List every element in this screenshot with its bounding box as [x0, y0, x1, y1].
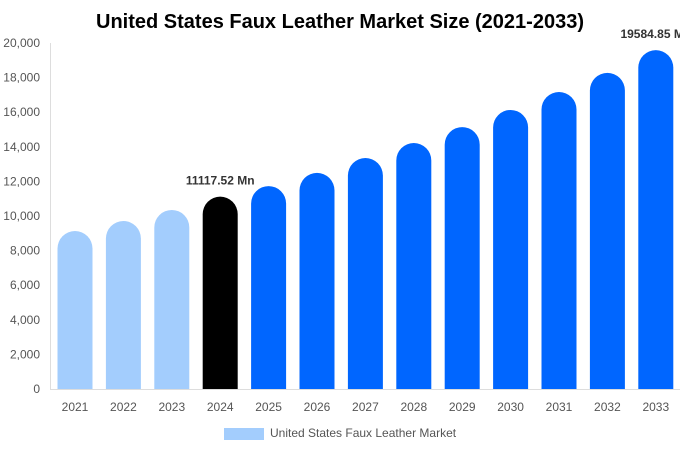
- y-tick-label: 18,000: [3, 71, 40, 85]
- x-tick-label: 2029: [449, 400, 476, 414]
- x-tick-label: 2022: [110, 400, 137, 414]
- chart-title: United States Faux Leather Market Size (…: [96, 11, 584, 33]
- y-tick-label: 2,000: [10, 347, 40, 361]
- x-tick-label: 2021: [62, 400, 89, 414]
- y-tick-label: 8,000: [10, 244, 40, 258]
- data-label: 11117.52 Mn: [186, 174, 255, 188]
- bar-2030[interactable]: [493, 109, 529, 390]
- bar-2025[interactable]: [251, 186, 287, 389]
- x-tick-label: 2033: [642, 400, 669, 414]
- bar-2026[interactable]: [299, 172, 335, 389]
- y-tick-label: 16,000: [3, 105, 40, 119]
- x-tick-label: 2023: [158, 400, 185, 414]
- x-tick-label: 2032: [594, 400, 621, 414]
- bar-2027[interactable]: [347, 158, 383, 389]
- bar-2023[interactable]: [154, 209, 190, 389]
- bar-2032[interactable]: [589, 72, 625, 389]
- legend-swatch[interactable]: [224, 428, 264, 440]
- x-tick-label: 2030: [497, 400, 524, 414]
- y-tick-label: 10,000: [3, 209, 40, 223]
- y-tick-label: 14,000: [3, 140, 40, 154]
- bar-2022[interactable]: [105, 221, 141, 389]
- y-tick-label: 20,000: [3, 36, 40, 50]
- x-tick-label: 2027: [352, 400, 379, 414]
- x-tick-label: 2024: [207, 400, 234, 414]
- bar-2021[interactable]: [57, 231, 93, 389]
- bar-2031[interactable]: [541, 91, 577, 390]
- bar-2028[interactable]: [396, 142, 432, 389]
- y-tick-label: 0: [33, 382, 40, 396]
- x-tick-label: 2025: [255, 400, 282, 414]
- bar-2024[interactable]: [202, 196, 238, 389]
- y-tick-label: 4,000: [10, 313, 40, 327]
- bar-2029[interactable]: [444, 127, 480, 390]
- data-label: 19584.85 Mn: [620, 27, 680, 41]
- x-tick-label: 2026: [304, 400, 331, 414]
- legend-label[interactable]: United States Faux Leather Market: [270, 426, 457, 440]
- bar-2033[interactable]: [638, 50, 674, 389]
- x-tick-label: 2028: [400, 400, 427, 414]
- y-tick-label: 12,000: [3, 174, 40, 188]
- x-tick-label: 2031: [546, 400, 573, 414]
- y-tick-label: 6,000: [10, 278, 40, 292]
